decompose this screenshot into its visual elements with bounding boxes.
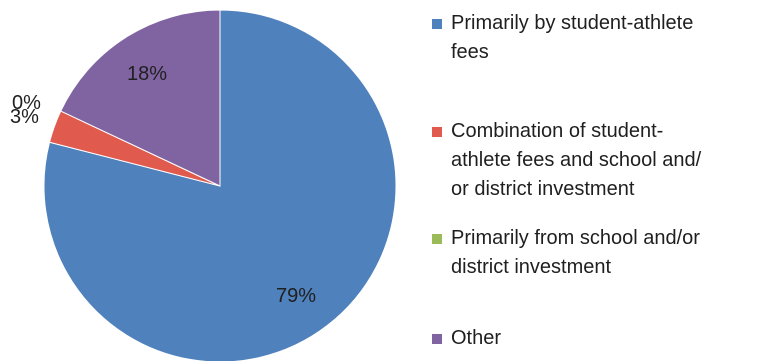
slice-other <box>60 9 221 187</box>
data-label-primarily-school-investment: 0% <box>12 92 41 114</box>
pie-slices <box>43 9 397 361</box>
chart-legend: Primarily by student-athlete fees Combin… <box>432 0 762 361</box>
slice-primarily-student-fees <box>43 9 397 361</box>
data-label-other: 18% <box>127 63 167 85</box>
legend-swatch-blue <box>432 19 442 29</box>
legend-swatch-red <box>432 127 442 137</box>
legend-swatch-purple <box>432 334 442 344</box>
legend-swatch-green <box>432 234 442 244</box>
legend-label: Combination of student- athlete fees and… <box>451 120 702 200</box>
legend-label: Primarily by student-athlete fees <box>451 12 694 63</box>
legend-label: Primarily from school and/or district in… <box>451 227 700 278</box>
legend-label: Other <box>451 327 502 349</box>
data-label-primarily-student-fees: 79% <box>276 285 316 307</box>
pie-data-labels: 79% 3% 0% 18% <box>10 63 316 307</box>
data-label-combination: 3% <box>10 106 39 128</box>
